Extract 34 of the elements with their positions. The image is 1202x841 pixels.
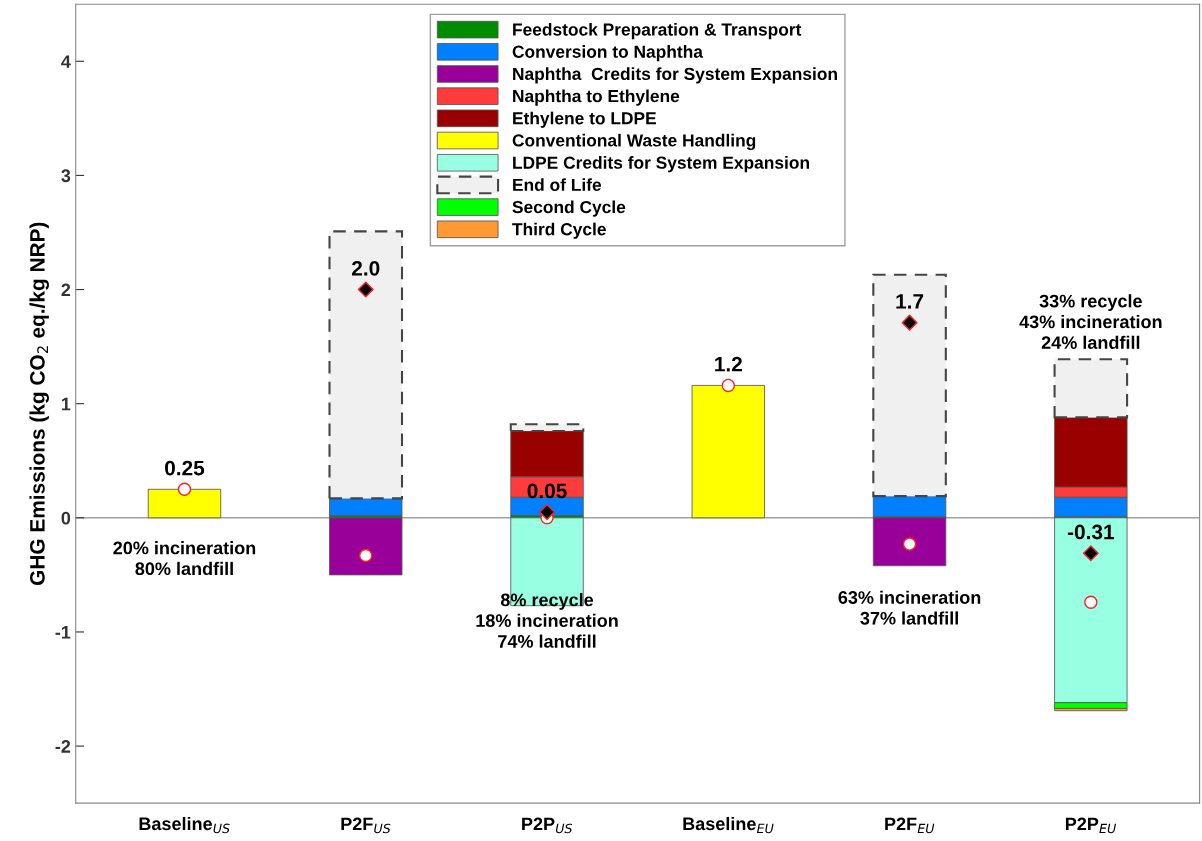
data-label: 0.05 bbox=[527, 483, 567, 499]
y-tick-label: 0 bbox=[61, 511, 71, 525]
data-label: 1.7 bbox=[896, 294, 924, 309]
annotation: 20% incineration 80% landfill bbox=[113, 541, 256, 576]
legend-label: End of Life bbox=[513, 178, 602, 192]
x-tick-label: P2P$_{US}$ bbox=[522, 817, 573, 834]
y-tick-label: -2 bbox=[55, 740, 71, 753]
annotation: 8% recycle 18% incineration 74% landfill bbox=[476, 593, 618, 648]
x-tick-label: P2F$_{EU}$ bbox=[885, 817, 935, 834]
x-tick-label: Baseline$_{EU}$ bbox=[683, 816, 774, 834]
data-label: 0.25 bbox=[165, 460, 205, 476]
y-axis-title: GHG Emissions (kg CO$_{2}$ eq./kg NRP) bbox=[29, 222, 49, 586]
legend-label: Third Cycle bbox=[512, 222, 606, 239]
data-label: 2.0 bbox=[352, 260, 380, 276]
y-tick-label: 3 bbox=[61, 169, 71, 183]
data-label: -0.31 bbox=[1067, 524, 1114, 540]
y-tick-label: 2 bbox=[61, 283, 71, 297]
data-label: 1.2 bbox=[715, 356, 742, 372]
annotation: 63% incineration 37% landfill bbox=[838, 590, 981, 625]
legend-label: Naphtha to Ethylene bbox=[513, 89, 680, 106]
y-tick-label: -1 bbox=[55, 626, 71, 639]
y-tick-label: 4 bbox=[61, 55, 71, 68]
legend-label: Conventional Waste Handling bbox=[512, 133, 756, 151]
legend-label: Conversion to Naphtha bbox=[512, 45, 704, 62]
legend-label: Feedstock Preparation & Transport bbox=[513, 22, 802, 40]
x-tick-label: Baseline$_{US}$ bbox=[139, 816, 230, 834]
annotation: 33% recycle 43% incineration 24% landfill bbox=[1019, 294, 1162, 349]
legend-label: Naphtha Credits for System Expansion bbox=[513, 67, 837, 84]
x-tick-label: P2P$_{EU}$ bbox=[1065, 817, 1117, 834]
legend-label: LDPE Credits for System Expansion bbox=[513, 156, 809, 173]
y-tick-label: 1 bbox=[61, 397, 71, 411]
legend-label: Ethylene to LDPE bbox=[513, 111, 656, 128]
legend-label: Second Cycle bbox=[512, 200, 626, 217]
x-tick-label: P2F$_{US}$ bbox=[341, 817, 391, 834]
